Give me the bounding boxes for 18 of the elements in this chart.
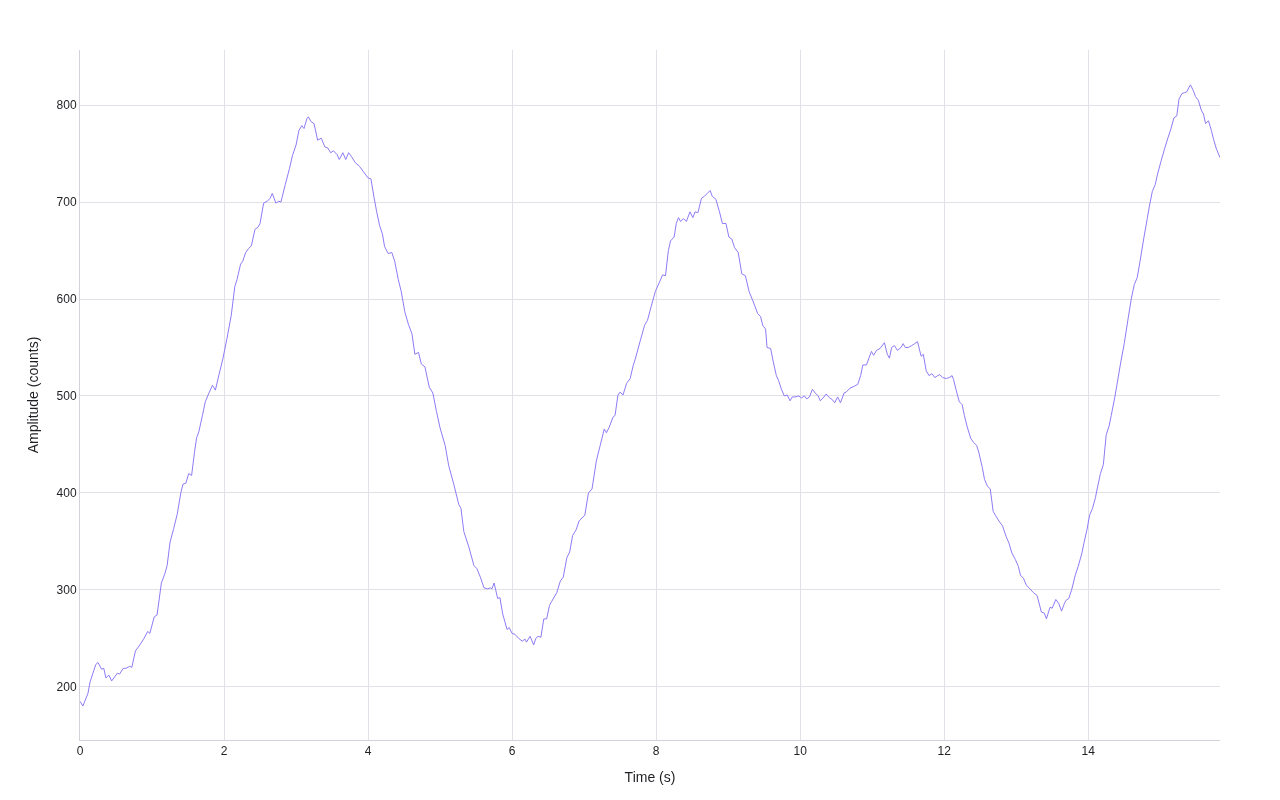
y-tick-label: 600 xyxy=(56,292,77,307)
x-axis-title: Time (s) xyxy=(624,768,676,785)
y-tick-label: 400 xyxy=(56,486,77,501)
y-tick-label: 500 xyxy=(56,389,77,404)
line-series xyxy=(80,84,1220,707)
y-tick-label: 800 xyxy=(56,98,77,113)
y-tick-label: 700 xyxy=(56,195,77,210)
x-tick-label: 0 xyxy=(76,744,84,759)
y-tick-label: 300 xyxy=(56,582,77,597)
y-tick-label: 200 xyxy=(56,679,77,694)
x-tick-label: 12 xyxy=(937,744,952,759)
x-tick-label: 10 xyxy=(793,744,808,759)
x-tick-label: 8 xyxy=(652,744,660,759)
x-tick-label: 4 xyxy=(364,744,372,759)
y-axis-title: Amplitude (counts) xyxy=(25,336,42,454)
x-tick-label: 6 xyxy=(508,744,516,759)
x-tick-label: 2 xyxy=(220,744,228,759)
x-tick-label: 14 xyxy=(1081,744,1096,759)
